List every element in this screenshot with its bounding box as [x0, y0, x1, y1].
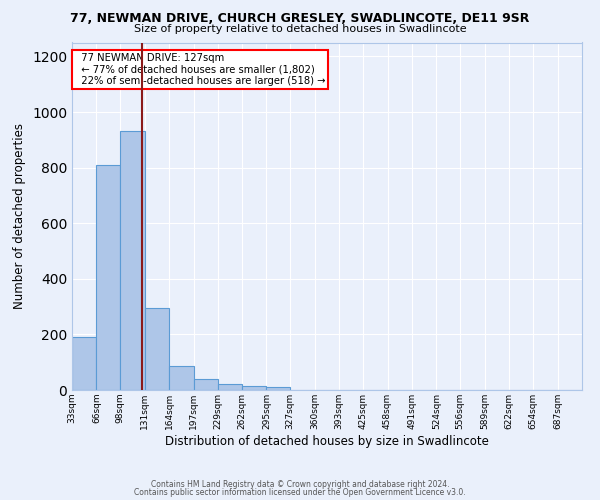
Bar: [120, 132, 145, 390]
Text: Contains public sector information licensed under the Open Government Licence v3: Contains public sector information licen…: [134, 488, 466, 497]
Text: 77 NEWMAN DRIVE: 127sqm
  ← 77% of detached houses are smaller (1,802)
  22% of : 77 NEWMAN DRIVE: 127sqm ← 77% of detache…: [74, 53, 325, 86]
Bar: [72, 337, 97, 390]
Bar: [194, 380, 218, 390]
Bar: [266, 387, 290, 390]
Bar: [169, 366, 194, 390]
Bar: [242, 386, 266, 390]
Y-axis label: Number of detached properties: Number of detached properties: [13, 123, 26, 309]
Bar: [97, 165, 120, 390]
Text: 77, NEWMAN DRIVE, CHURCH GRESLEY, SWADLINCOTE, DE11 9SR: 77, NEWMAN DRIVE, CHURCH GRESLEY, SWADLI…: [70, 12, 530, 26]
Bar: [218, 384, 242, 390]
X-axis label: Distribution of detached houses by size in Swadlincote: Distribution of detached houses by size …: [165, 434, 489, 448]
Text: Size of property relative to detached houses in Swadlincote: Size of property relative to detached ho…: [134, 24, 466, 34]
Bar: [145, 308, 169, 390]
Text: Contains HM Land Registry data © Crown copyright and database right 2024.: Contains HM Land Registry data © Crown c…: [151, 480, 449, 489]
